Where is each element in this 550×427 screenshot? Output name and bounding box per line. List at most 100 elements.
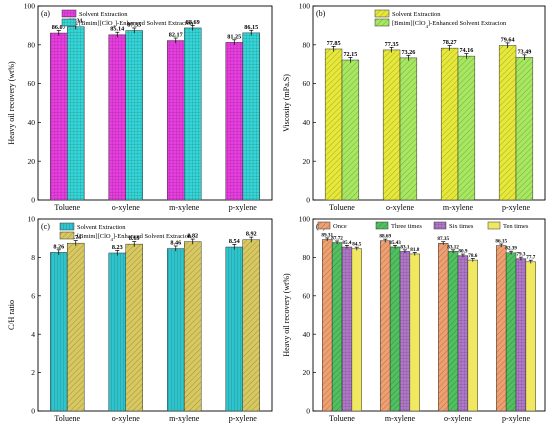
legend-label: [Bmim][ClO4]-Enhanced Solvent Extracion [79, 20, 194, 29]
y-tick-label: 0 [31, 196, 35, 205]
data-label: 78.6 [468, 253, 477, 259]
x-tick-label: p-xylene [229, 414, 257, 423]
bar-pattern [332, 242, 342, 411]
bar-pattern [438, 243, 449, 411]
bar-pattern [184, 27, 202, 200]
data-label: 77.85 [327, 40, 341, 47]
y-tick-label: 4 [31, 330, 35, 339]
y-tick-label: 60 [303, 79, 311, 88]
bar-pattern [506, 252, 516, 411]
data-label: 74.16 [459, 47, 473, 54]
bar-pattern [383, 49, 400, 200]
bar-pattern [125, 30, 143, 200]
bar-pattern [167, 40, 185, 201]
y-tick-label: 0 [31, 407, 35, 416]
bar-pattern [322, 239, 333, 411]
bar-pattern [184, 241, 202, 411]
bar-pattern [67, 26, 85, 200]
legend-swatch-pattern [434, 222, 446, 229]
legend-label: Ten times [503, 223, 529, 230]
data-label: 77.7 [526, 255, 535, 261]
data-label: 72.15 [343, 51, 357, 58]
y-axis-title: Heavy oil recovery (wt%) [7, 61, 16, 145]
x-tick-label: o-xylene [444, 414, 472, 423]
bar-pattern [499, 45, 516, 201]
bar-pattern [167, 248, 185, 411]
x-tick-label: p-xylene [502, 414, 530, 423]
chart-panel-2: 0 20 40 60 80 100 Viscosity (mPa.S) (b) Toluene 7… [282, 2, 546, 212]
legend-label: Solvent Extraction [392, 11, 441, 18]
bar-pattern [458, 56, 475, 200]
y-tick-label: 80 [303, 253, 311, 262]
legend-swatch [487, 221, 501, 230]
legend-swatch-pattern [60, 232, 74, 239]
y-tick-label: 100 [24, 2, 36, 11]
data-label: 88.69 [379, 234, 391, 240]
data-label: 79.3 [516, 252, 525, 258]
plot-frame [312, 5, 546, 201]
x-tick-label: Toluene [54, 203, 80, 212]
data-label: 77.35 [385, 41, 399, 48]
y-tick-label: 20 [303, 368, 311, 377]
bar-pattern [390, 246, 400, 411]
data-label: 81.8 [410, 247, 419, 253]
bar-pattern [516, 258, 526, 411]
data-label: 82.17 [169, 31, 183, 38]
bar [525, 261, 536, 412]
x-tick-label: o-xylene [386, 203, 414, 212]
bar-pattern [400, 251, 410, 411]
y-tick-label: 100 [299, 2, 311, 11]
x-tick-label: p-xylene [502, 203, 530, 212]
data-label: 85.43 [389, 240, 401, 246]
data-label: 79.64 [501, 36, 515, 43]
panel-label: (a) [41, 9, 50, 18]
data-label: 81.25 [227, 33, 241, 40]
data-label: 85.4 [342, 240, 351, 246]
plot-frame [312, 218, 546, 412]
data-label: 8.26 [53, 243, 64, 250]
x-tick-label: m-xylene [443, 203, 474, 212]
data-label: 86.15 [495, 238, 507, 244]
bar-pattern [50, 252, 68, 411]
bar-pattern [400, 57, 417, 201]
legend-label: Solvent Extraction [77, 224, 126, 231]
legend-label: Three times [391, 223, 422, 230]
bar-pattern [342, 247, 352, 411]
y-tick-label: 40 [303, 118, 311, 127]
legend-label: Solvent Extraction [79, 11, 128, 18]
bar [467, 259, 478, 412]
data-label: 82.39 [505, 246, 517, 252]
legend-swatch-pattern [60, 223, 74, 230]
x-tick-label: p-xylene [229, 203, 257, 212]
x-tick-label: o-xylene [112, 414, 140, 423]
y-tick-label: 100 [299, 215, 311, 224]
legend-label: [Bmim][ClO4]-Enhanced Solvent Extracion [392, 20, 507, 29]
bar-pattern [325, 48, 342, 200]
data-label: 86.07 [52, 24, 66, 31]
panel-label: (b) [316, 9, 326, 18]
data-label: 87.72 [331, 235, 343, 241]
y-tick-label: 6 [31, 291, 35, 300]
plot-frame [37, 218, 273, 412]
legend-swatch-pattern [62, 19, 76, 26]
bar-pattern [225, 42, 243, 200]
x-tick-label: Toluene [54, 414, 80, 423]
x-tick-label: m-xylene [169, 414, 200, 423]
data-label: 8.46 [170, 239, 181, 246]
y-tick-label: 0 [306, 196, 310, 205]
bar-pattern [125, 244, 143, 411]
y-tick-label: 60 [303, 291, 311, 300]
data-label: 8.82 [187, 233, 198, 240]
y-axis-title: C/H ratio [7, 300, 16, 330]
x-tick-label: o-xylene [112, 203, 140, 212]
data-label: 84.5 [352, 242, 361, 248]
y-tick-label: 80 [28, 40, 36, 49]
data-label: 8.23 [112, 244, 123, 251]
x-tick-label: m-xylene [169, 203, 200, 212]
y-axis-title: Heavy oil recovery (wt%) [282, 273, 291, 357]
bar-pattern [108, 34, 126, 200]
y-tick-label: 40 [28, 118, 36, 127]
legend-swatch-pattern [376, 222, 388, 229]
bar-pattern [441, 48, 458, 200]
